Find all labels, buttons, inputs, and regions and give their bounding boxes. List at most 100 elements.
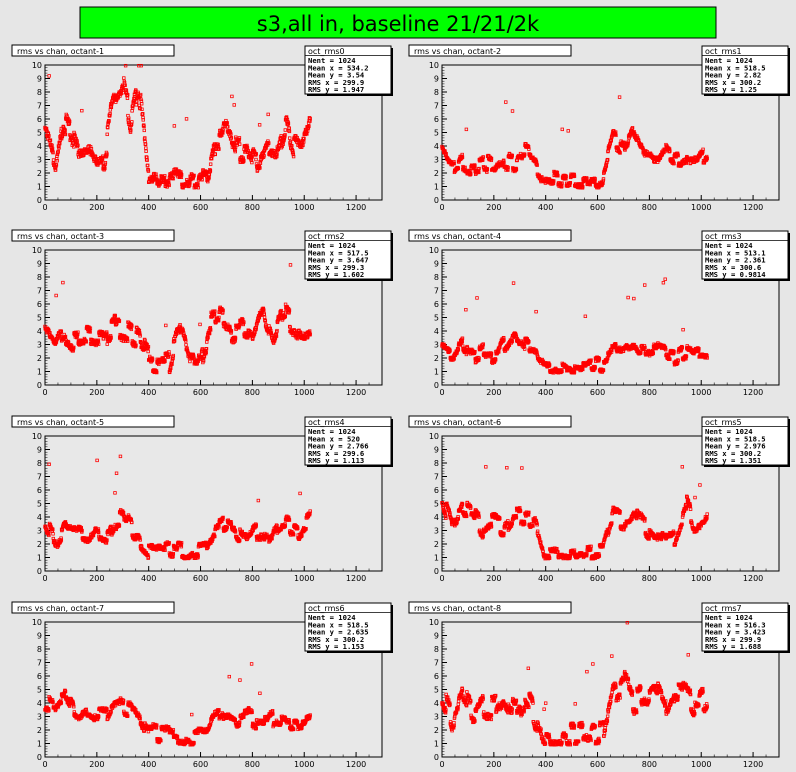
x-tick-label: 400	[538, 388, 553, 397]
data-point	[566, 129, 570, 133]
data-point	[286, 121, 291, 126]
x-tick-label: 400	[141, 388, 156, 397]
pad-title: rms vs chan, octant-5	[17, 418, 104, 427]
data-point	[291, 154, 296, 159]
data-point	[105, 132, 109, 137]
data-point	[233, 145, 238, 150]
data-point	[270, 148, 274, 152]
data-point	[489, 156, 494, 161]
data-point	[308, 117, 312, 121]
data-point	[51, 158, 56, 162]
data-point	[504, 100, 508, 104]
data-point	[184, 117, 189, 121]
y-tick-label: 0	[434, 196, 439, 205]
data-point	[233, 149, 237, 154]
data-point	[200, 178, 204, 182]
data-point	[217, 147, 221, 151]
y-tick-label: 8	[434, 88, 439, 97]
y-tick-label: 2	[37, 354, 42, 363]
data-point	[554, 170, 559, 174]
data-point	[560, 181, 564, 185]
data-point	[477, 170, 481, 175]
stats-box	[304, 45, 392, 95]
data-point	[279, 134, 283, 138]
x-tick-label: 1000	[691, 388, 711, 397]
y-tick-label: 5	[434, 314, 439, 323]
stats-line: Mean y = 2.82	[705, 71, 761, 80]
data-point	[179, 173, 184, 177]
data-point	[307, 124, 311, 128]
data-point	[196, 182, 200, 186]
data-point	[188, 181, 192, 185]
y-tick-label: 1	[37, 183, 42, 192]
data-point	[229, 132, 233, 136]
data-point	[477, 166, 481, 171]
data-point	[614, 133, 618, 138]
data-point	[144, 149, 148, 153]
x-tick-label: 800	[642, 203, 657, 212]
y-tick-label: 0	[37, 196, 42, 205]
data-point	[125, 96, 130, 100]
pad-title-box	[11, 44, 175, 57]
data-point	[460, 155, 465, 159]
data-point	[48, 139, 52, 143]
data-point	[302, 136, 306, 141]
x-tick-label: 1200	[743, 388, 763, 397]
data-point	[301, 143, 305, 148]
data-point	[58, 141, 62, 145]
stats-name: oct_rms1	[705, 47, 742, 56]
stats-name: oct_rms4	[308, 418, 345, 427]
data-point	[89, 147, 94, 151]
data-point	[88, 144, 93, 149]
y-tick-label: 9	[37, 75, 42, 84]
data-point	[444, 152, 448, 156]
data-point	[510, 153, 514, 158]
data-point	[63, 132, 68, 137]
data-point	[47, 134, 51, 138]
stats-line: RMS y = 1.602	[308, 270, 364, 279]
stats-line: RMS y = 1.113	[308, 456, 364, 465]
y-tick-label: 0	[434, 381, 439, 390]
data-point	[60, 134, 65, 139]
data-point	[452, 160, 456, 164]
x-tick-label: 1200	[346, 574, 366, 583]
data-point	[108, 112, 112, 116]
data-point	[130, 106, 135, 110]
data-point	[163, 174, 167, 178]
data-point	[288, 139, 293, 144]
data-point	[123, 83, 127, 87]
data-point	[249, 155, 254, 159]
data-point	[225, 121, 229, 125]
y-tick-label: 1	[37, 368, 42, 377]
y-tick-label: 3	[434, 156, 439, 165]
data-point	[72, 130, 76, 135]
y-tick-label: 10	[32, 432, 42, 441]
data-point	[171, 176, 176, 181]
x-tick-label: 0	[42, 203, 47, 212]
x-tick-label: 1000	[294, 388, 314, 397]
data-point	[131, 104, 135, 108]
data-point	[139, 63, 143, 68]
y-tick-label: 2	[37, 540, 42, 549]
data-point	[143, 142, 148, 147]
data-point	[103, 166, 107, 170]
data-point	[593, 177, 597, 181]
y-tick-label: 3	[37, 341, 42, 350]
x-tick-label: 600	[590, 388, 605, 397]
x-tick-label: 1200	[346, 388, 366, 397]
y-tick-label: 7	[37, 473, 42, 482]
data-point	[262, 154, 266, 158]
y-tick-label: 0	[37, 567, 42, 576]
data-point	[50, 146, 55, 151]
data-point	[51, 150, 55, 155]
y-tick-label: 8	[37, 273, 42, 282]
data-point	[502, 158, 506, 163]
x-tick-label: 200	[89, 574, 104, 583]
data-point	[47, 74, 51, 78]
data-point	[207, 176, 211, 180]
data-point	[110, 99, 115, 104]
